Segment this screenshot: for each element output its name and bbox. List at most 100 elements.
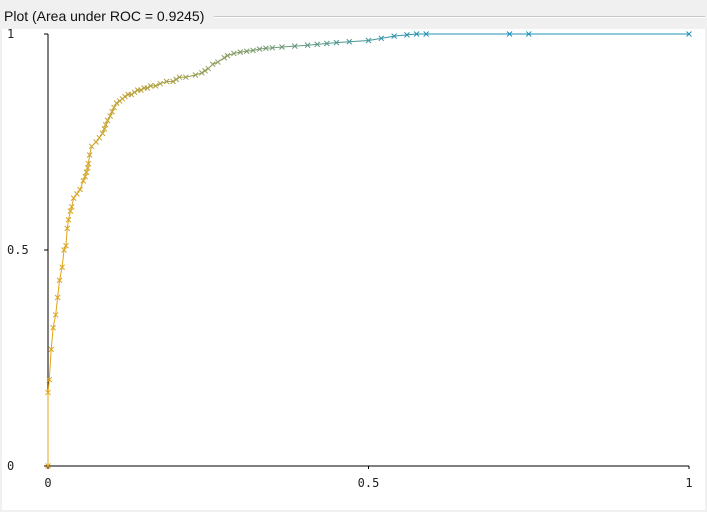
roc-chart[interactable]: 0 0.5 1 0 0.5 1 [2,29,705,510]
roc-segment [294,44,308,47]
roc-point-marker [202,67,208,74]
roc-point-marker [122,93,128,100]
roc-point-marker [96,134,103,141]
roc-segment [195,72,202,76]
roc-segment [87,154,91,164]
roc-point-marker [46,376,53,383]
roc-point-marker [104,117,111,124]
roc-segment [47,379,50,393]
roc-point-marker [82,173,89,180]
roc-segment [227,52,235,57]
roc-point-marker [231,50,237,57]
roc-point-marker [56,277,63,284]
roc-point-marker [224,52,231,59]
roc-point-marker [152,82,159,89]
roc-segment [259,47,267,50]
roc-segment [61,249,65,268]
roc-point-marker [250,47,256,54]
roc-segment [246,49,254,52]
roc-point-marker [506,31,513,37]
roc-point-marker [101,126,108,132]
roc-point-marker [423,31,430,37]
axis-ticks: 0 0.5 1 0 0.5 1 [7,29,693,490]
roc-segment [349,39,369,43]
roc-point-marker [263,45,269,52]
roc-segment [50,327,54,350]
roc-point-marker [323,40,330,47]
roc-point-marker [45,389,51,396]
roc-segment [233,51,241,54]
roc-point-marker [85,160,92,167]
roc-point-marker [99,130,106,137]
roc-point-marker [269,44,276,51]
roc-point-marker [65,216,72,223]
roc-segment [66,219,70,229]
roc-point-marker [64,225,71,232]
roc-point-marker [88,143,95,150]
plot-area[interactable]: 0 0.5 1 0 0.5 1 [2,29,705,510]
roc-point-marker [304,42,311,49]
roc-point-marker [346,38,353,45]
roc-segment [272,46,283,49]
roc-segment [71,198,75,207]
roc-point-marker [52,311,59,318]
roc-point-marker [107,113,114,119]
y-tick-label: 1 [7,29,14,41]
roc-point-marker [157,80,164,87]
roc-segment [185,74,196,78]
roc-point-marker [144,85,151,91]
roc-point-marker [256,46,263,52]
roc-segment [55,297,59,315]
roc-point-marker [198,70,205,76]
roc-point-marker [404,32,410,38]
roc-point-marker [86,152,93,158]
roc-point-marker [80,178,87,184]
roc-point-marker [131,89,138,96]
roc-segment [406,33,417,36]
roc-point-marker [209,61,216,68]
roc-segment [253,48,260,51]
roc-segment [68,211,71,220]
roc-point-marker [192,72,199,78]
roc-point-marker [83,169,90,176]
roc-point-marker [525,31,532,37]
roc-point-marker [205,65,212,72]
roc-segment [394,34,408,37]
roc-point-marker [48,346,55,353]
roc-point-marker [391,33,397,40]
roc-point-marker [59,264,65,271]
roc-point-marker [237,49,244,55]
roc-point-marker [176,74,183,81]
x-tick-label: 1 [685,476,692,490]
roc-segment [160,81,167,85]
roc-point-marker [314,41,321,48]
roc-point-marker [63,242,69,249]
roc-segment [52,314,57,328]
roc-segment [307,43,318,46]
roc-point-marker [163,78,170,85]
roc-segment [368,37,382,41]
roc-point-marker [54,294,61,301]
roc-point-marker [73,190,80,197]
title-bar: Plot (Area under ROC = 0.9245) [0,0,707,28]
roc-point-marker [147,82,154,89]
roc-segment [240,50,247,53]
roc-point-marker [50,324,56,331]
roc-point-marker [93,139,99,145]
roc-point-marker [68,203,75,210]
roc-point-marker [365,37,372,44]
roc-segment [89,146,93,156]
roc-segment [59,267,63,281]
roc-point-marker [333,39,340,46]
roc-segment [79,180,84,190]
roc-segment [336,41,350,44]
roc-point-marker [686,31,692,37]
roc-segment [65,228,68,246]
roc-point-marker [70,195,77,202]
roc-point-marker [102,121,109,128]
roc-point-marker [279,44,285,50]
roc-point-marker [111,104,117,111]
roc-point-marker [173,76,180,83]
y-tick-label: 0.5 [7,243,29,257]
roc-point-marker [128,91,135,98]
